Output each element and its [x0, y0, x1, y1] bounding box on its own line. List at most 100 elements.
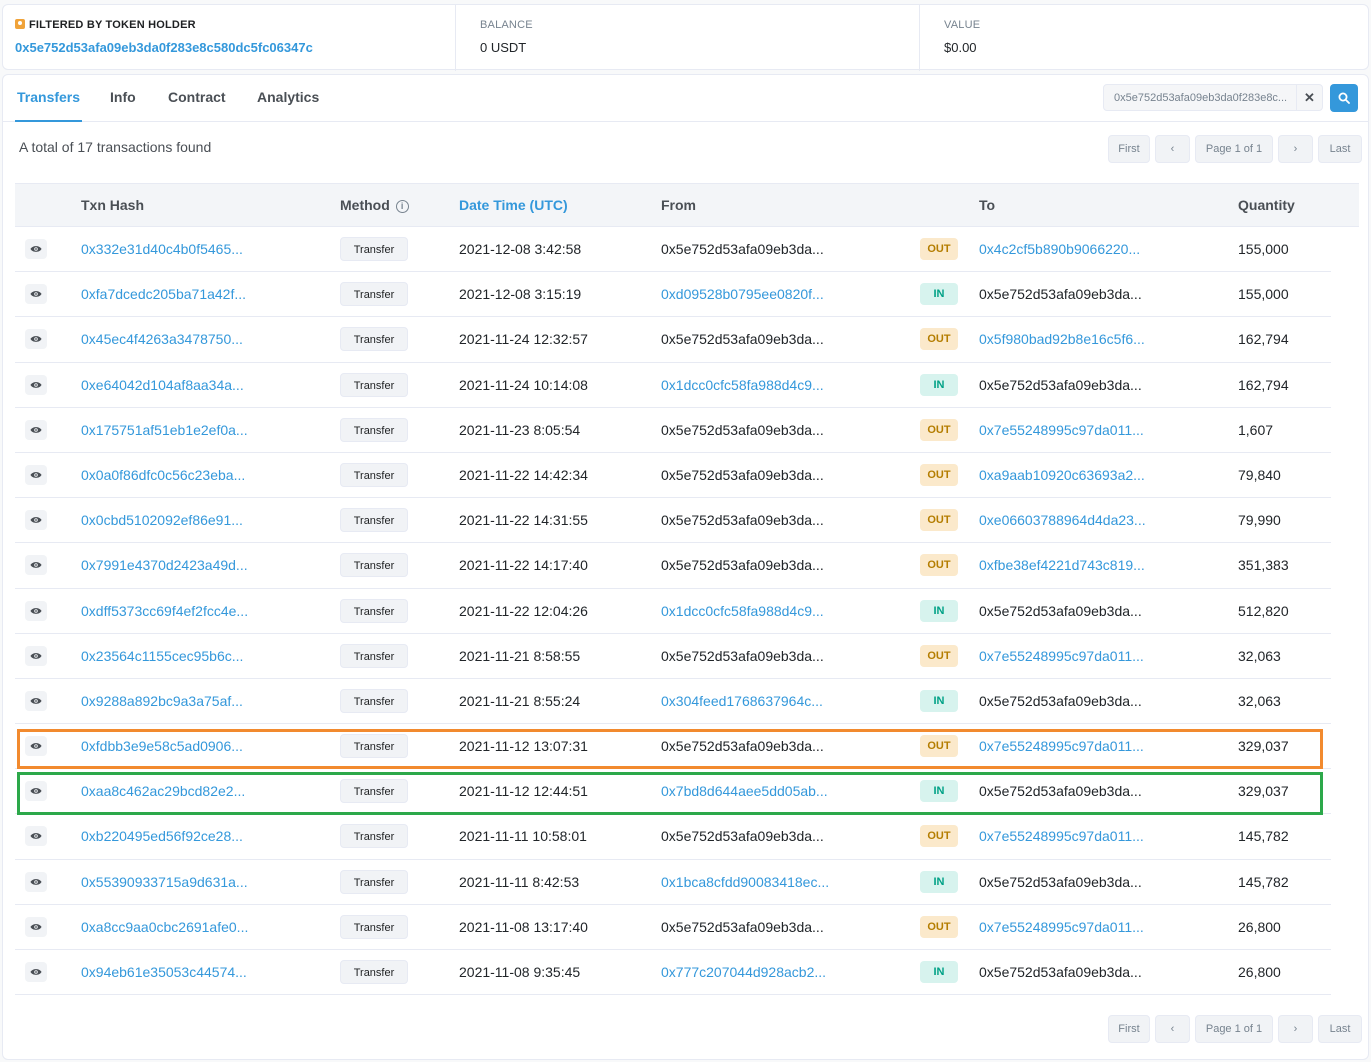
eye-icon: [30, 336, 42, 343]
total-transactions-text: A total of 17 transactions found: [19, 139, 212, 155]
view-details-button[interactable]: [25, 555, 47, 576]
date-time-cell: 2021-11-22 14:31:55: [459, 512, 588, 529]
txn-hash-link[interactable]: 0x45ec4f4263a3478750...: [81, 331, 243, 348]
direction-badge: IN: [920, 599, 958, 622]
tab-info[interactable]: Info: [110, 89, 136, 105]
date-time-cell: 2021-11-11 10:58:01: [459, 828, 587, 845]
from-address[interactable]: 0x777c207044d928acb2...: [661, 964, 827, 980]
to-address[interactable]: 0xfbe38ef4221d743c819...: [979, 557, 1145, 574]
txn-hash-link[interactable]: 0x0cbd5102092ef86e91...: [81, 512, 243, 529]
date-time-cell: 2021-11-23 8:05:54: [459, 421, 581, 438]
view-details-button[interactable]: [25, 329, 47, 350]
to-address[interactable]: 0x7e55248995c97da011...: [979, 421, 1144, 438]
to-address[interactable]: 0x7e55248995c97da011...: [979, 647, 1144, 664]
direction-badge: OUT: [920, 328, 958, 351]
txn-hash-link[interactable]: 0xfdbb3e9e58c5ad0906...: [81, 738, 243, 755]
from-address[interactable]: 0xd09528b0795ee0820f...: [661, 286, 824, 303]
view-details-button[interactable]: [25, 690, 47, 711]
view-details-button[interactable]: [25, 419, 47, 440]
table-row: 0x0cbd5102092ef86e91... Transfer 2021-11-2…: [15, 498, 1331, 544]
date-time-cell: 2021-11-12 13:07:31: [459, 738, 588, 755]
from-address: 0x5e752d53afa09eb3da...: [661, 331, 824, 348]
tab-contract[interactable]: Contract: [168, 89, 226, 105]
to-address[interactable]: 0xa9aab10920c63693a2...: [979, 466, 1145, 483]
table-row: 0xe64042d104af8aa34a... Transfer 2021-11-2…: [15, 363, 1331, 408]
view-details-button[interactable]: [25, 510, 47, 531]
txn-hash-link[interactable]: 0xe64042d104af8aa34a...: [81, 376, 244, 393]
pager-first-button[interactable]: First: [1108, 135, 1150, 163]
eye-icon: [30, 743, 42, 749]
search-input[interactable]: [1104, 85, 1298, 110]
date-time-cell: 2021-11-08 13:17:40: [459, 918, 588, 935]
quantity-cell: 79,990: [1238, 512, 1281, 529]
pager-next-button[interactable]: ›: [1278, 135, 1313, 163]
txn-hash-link[interactable]: 0x94eb61e35053c44574...: [81, 964, 247, 980]
pager-prev-button[interactable]: ‹: [1155, 1015, 1190, 1043]
txn-hash-link[interactable]: 0x55390933715a9d631a...: [81, 873, 248, 890]
search-button[interactable]: [1330, 84, 1358, 112]
txn-hash-link[interactable]: 0xa8cc9aa0cbc2691afe0...: [81, 918, 249, 935]
pager-last-button[interactable]: Last: [1318, 135, 1362, 163]
quantity-cell: 79,840: [1238, 466, 1281, 483]
txn-hash-link[interactable]: 0x23564c1155cec95b6c...: [81, 647, 244, 664]
method-badge: Transfer: [340, 282, 408, 307]
from-address[interactable]: 0x7bd8d644aee5dd05ab...: [661, 783, 828, 800]
view-details-button[interactable]: [25, 464, 47, 485]
view-details-button[interactable]: [25, 736, 47, 757]
date-time-cell: 2021-11-21 8:55:24: [459, 692, 581, 709]
col-date-time[interactable]: Date Time (UTC): [459, 197, 568, 213]
quantity-cell: 145,782: [1238, 828, 1289, 845]
txn-hash-link[interactable]: 0xfa7dcedc205ba71a42f...: [81, 286, 247, 303]
txn-hash-link[interactable]: 0xaa8c462ac29bcd82e2...: [81, 783, 246, 800]
direction-badge: OUT: [920, 463, 958, 486]
pager-page-indicator: Page 1 of 1: [1195, 1015, 1273, 1043]
quantity-cell: 329,037: [1238, 738, 1289, 755]
tab-bar: Transfers Info Contract Analytics ✕: [3, 75, 1368, 122]
from-address[interactable]: 0x1bca8cfdd90083418ec...: [661, 873, 830, 890]
txn-hash-link[interactable]: 0x332e31d40c4b0f5465...: [81, 241, 243, 257]
view-details-button[interactable]: [25, 239, 47, 259]
to-address[interactable]: 0x4c2cf5b890b9066220...: [979, 241, 1141, 257]
to-address[interactable]: 0x7e55248995c97da011...: [979, 918, 1144, 935]
to-address[interactable]: 0x7e55248995c97da011...: [979, 828, 1144, 845]
clear-search-icon[interactable]: ✕: [1296, 85, 1322, 110]
pager-page-indicator: Page 1 of 1: [1195, 135, 1273, 163]
view-details-button[interactable]: [25, 600, 47, 621]
method-badge: Transfer: [340, 372, 408, 397]
tab-transfers[interactable]: Transfers: [15, 75, 83, 122]
table-row: 0xdff5373cc69f4ef2fcc4e... Transfer 2021-1…: [15, 589, 1331, 634]
view-details-button[interactable]: [25, 962, 47, 982]
view-details-button[interactable]: [25, 871, 47, 892]
to-address[interactable]: 0xe06603788964d4da23...: [979, 512, 1146, 529]
txn-hash-link[interactable]: 0x0a0f86dfc0c56c23eba...: [81, 466, 246, 483]
pager-prev-button[interactable]: ‹: [1155, 135, 1190, 163]
method-badge: Transfer: [340, 598, 408, 623]
txn-hash-link[interactable]: 0x7991e4370d2423a49d...: [81, 557, 248, 574]
from-address[interactable]: 0x1dcc0cfc58fa988d4c9...: [661, 376, 824, 393]
txn-hash-link[interactable]: 0xb220495ed56f92ce28...: [81, 828, 243, 845]
txn-hash-link[interactable]: 0x9288a892bc9a3a75af...: [81, 692, 243, 709]
view-details-button[interactable]: [25, 826, 47, 847]
pager-next-button[interactable]: ›: [1278, 1015, 1313, 1043]
txn-hash-link[interactable]: 0xdff5373cc69f4ef2fcc4e...: [81, 602, 249, 619]
view-details-button[interactable]: [25, 781, 47, 802]
holder-address-link[interactable]: 0x5e752d53afa09eb3da0f283e8c580dc5fc0634…: [15, 40, 313, 55]
pager-first-button[interactable]: First: [1108, 1015, 1150, 1043]
table-row: 0xb220495ed56f92ce28... Transfer 2021-11-1…: [15, 814, 1331, 860]
from-address: 0x5e752d53afa09eb3da...: [661, 738, 824, 755]
info-icon[interactable]: i: [395, 200, 409, 213]
tab-analytics[interactable]: Analytics: [257, 89, 320, 105]
direction-badge: OUT: [920, 554, 958, 577]
col-method: Method i: [340, 184, 409, 226]
view-details-button[interactable]: [25, 916, 47, 937]
view-details-button[interactable]: [25, 284, 47, 305]
from-address[interactable]: 0x1dcc0cfc58fa988d4c9...: [661, 602, 824, 619]
to-address[interactable]: 0x5f980bad92b8e16c5f6...: [979, 331, 1145, 348]
pager-last-button[interactable]: Last: [1318, 1015, 1362, 1043]
from-address[interactable]: 0x304feed1768637964c...: [661, 692, 823, 709]
view-details-button[interactable]: [25, 374, 47, 395]
to-address[interactable]: 0x7e55248995c97da011...: [979, 738, 1144, 755]
date-time-cell: 2021-12-08 3:42:58: [459, 241, 582, 257]
txn-hash-link[interactable]: 0x175751af51eb1e2ef0a...: [81, 421, 248, 438]
view-details-button[interactable]: [25, 645, 47, 666]
